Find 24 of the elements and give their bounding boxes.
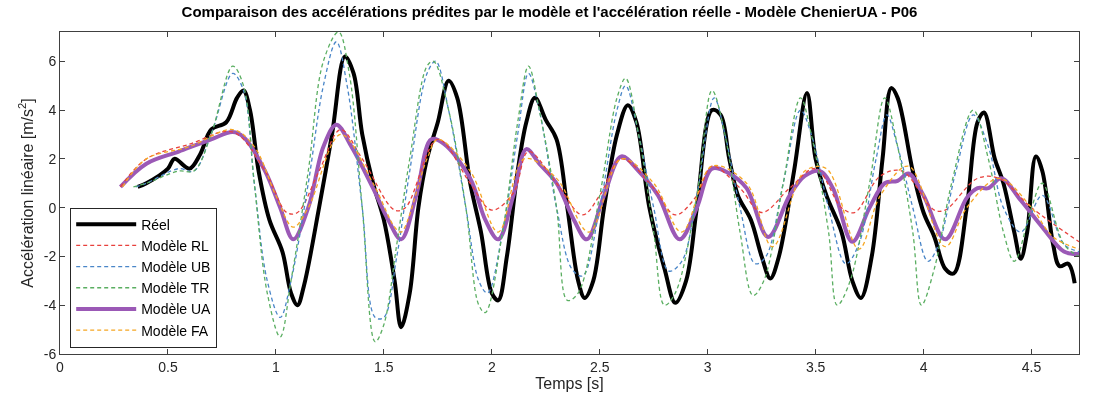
y-tick-label: -4 [43,297,57,314]
x-tick-label: 3.5 [805,358,826,375]
y-tick-label: -6 [43,345,57,362]
y-tick-label: 0 [48,199,57,216]
x-tick-label: 2 [487,358,496,375]
y-tick-label: 4 [48,101,57,118]
x-tick-label: 0.5 [158,358,178,375]
x-axis-title: Temps [s] [535,375,604,393]
legend-label: Réel [141,216,170,233]
x-tick-label: 4 [919,358,928,375]
legend-label: Modèle RL [141,237,210,254]
x-tick-label: 3 [703,358,712,375]
legend-label: Modèle TR [141,280,210,297]
legend-label: Modèle UB [141,259,211,276]
y-tick-label: 2 [48,150,57,167]
x-tick-label: 1 [271,358,280,375]
y-tick-label: 6 [48,53,57,70]
x-tick-label: 1.5 [374,358,394,375]
legend-label: Modèle UA [141,301,212,318]
chart-title: Comparaison des accélérations prédites par le modèle et l'accélération réelle - Modèle ChenierUA - P06 [181,2,918,20]
x-tick-label: 2.5 [589,358,610,375]
legend-label: Modèle FA [141,322,209,339]
x-tick-label: 4.5 [1021,358,1042,375]
y-tick-label: -2 [43,248,57,265]
